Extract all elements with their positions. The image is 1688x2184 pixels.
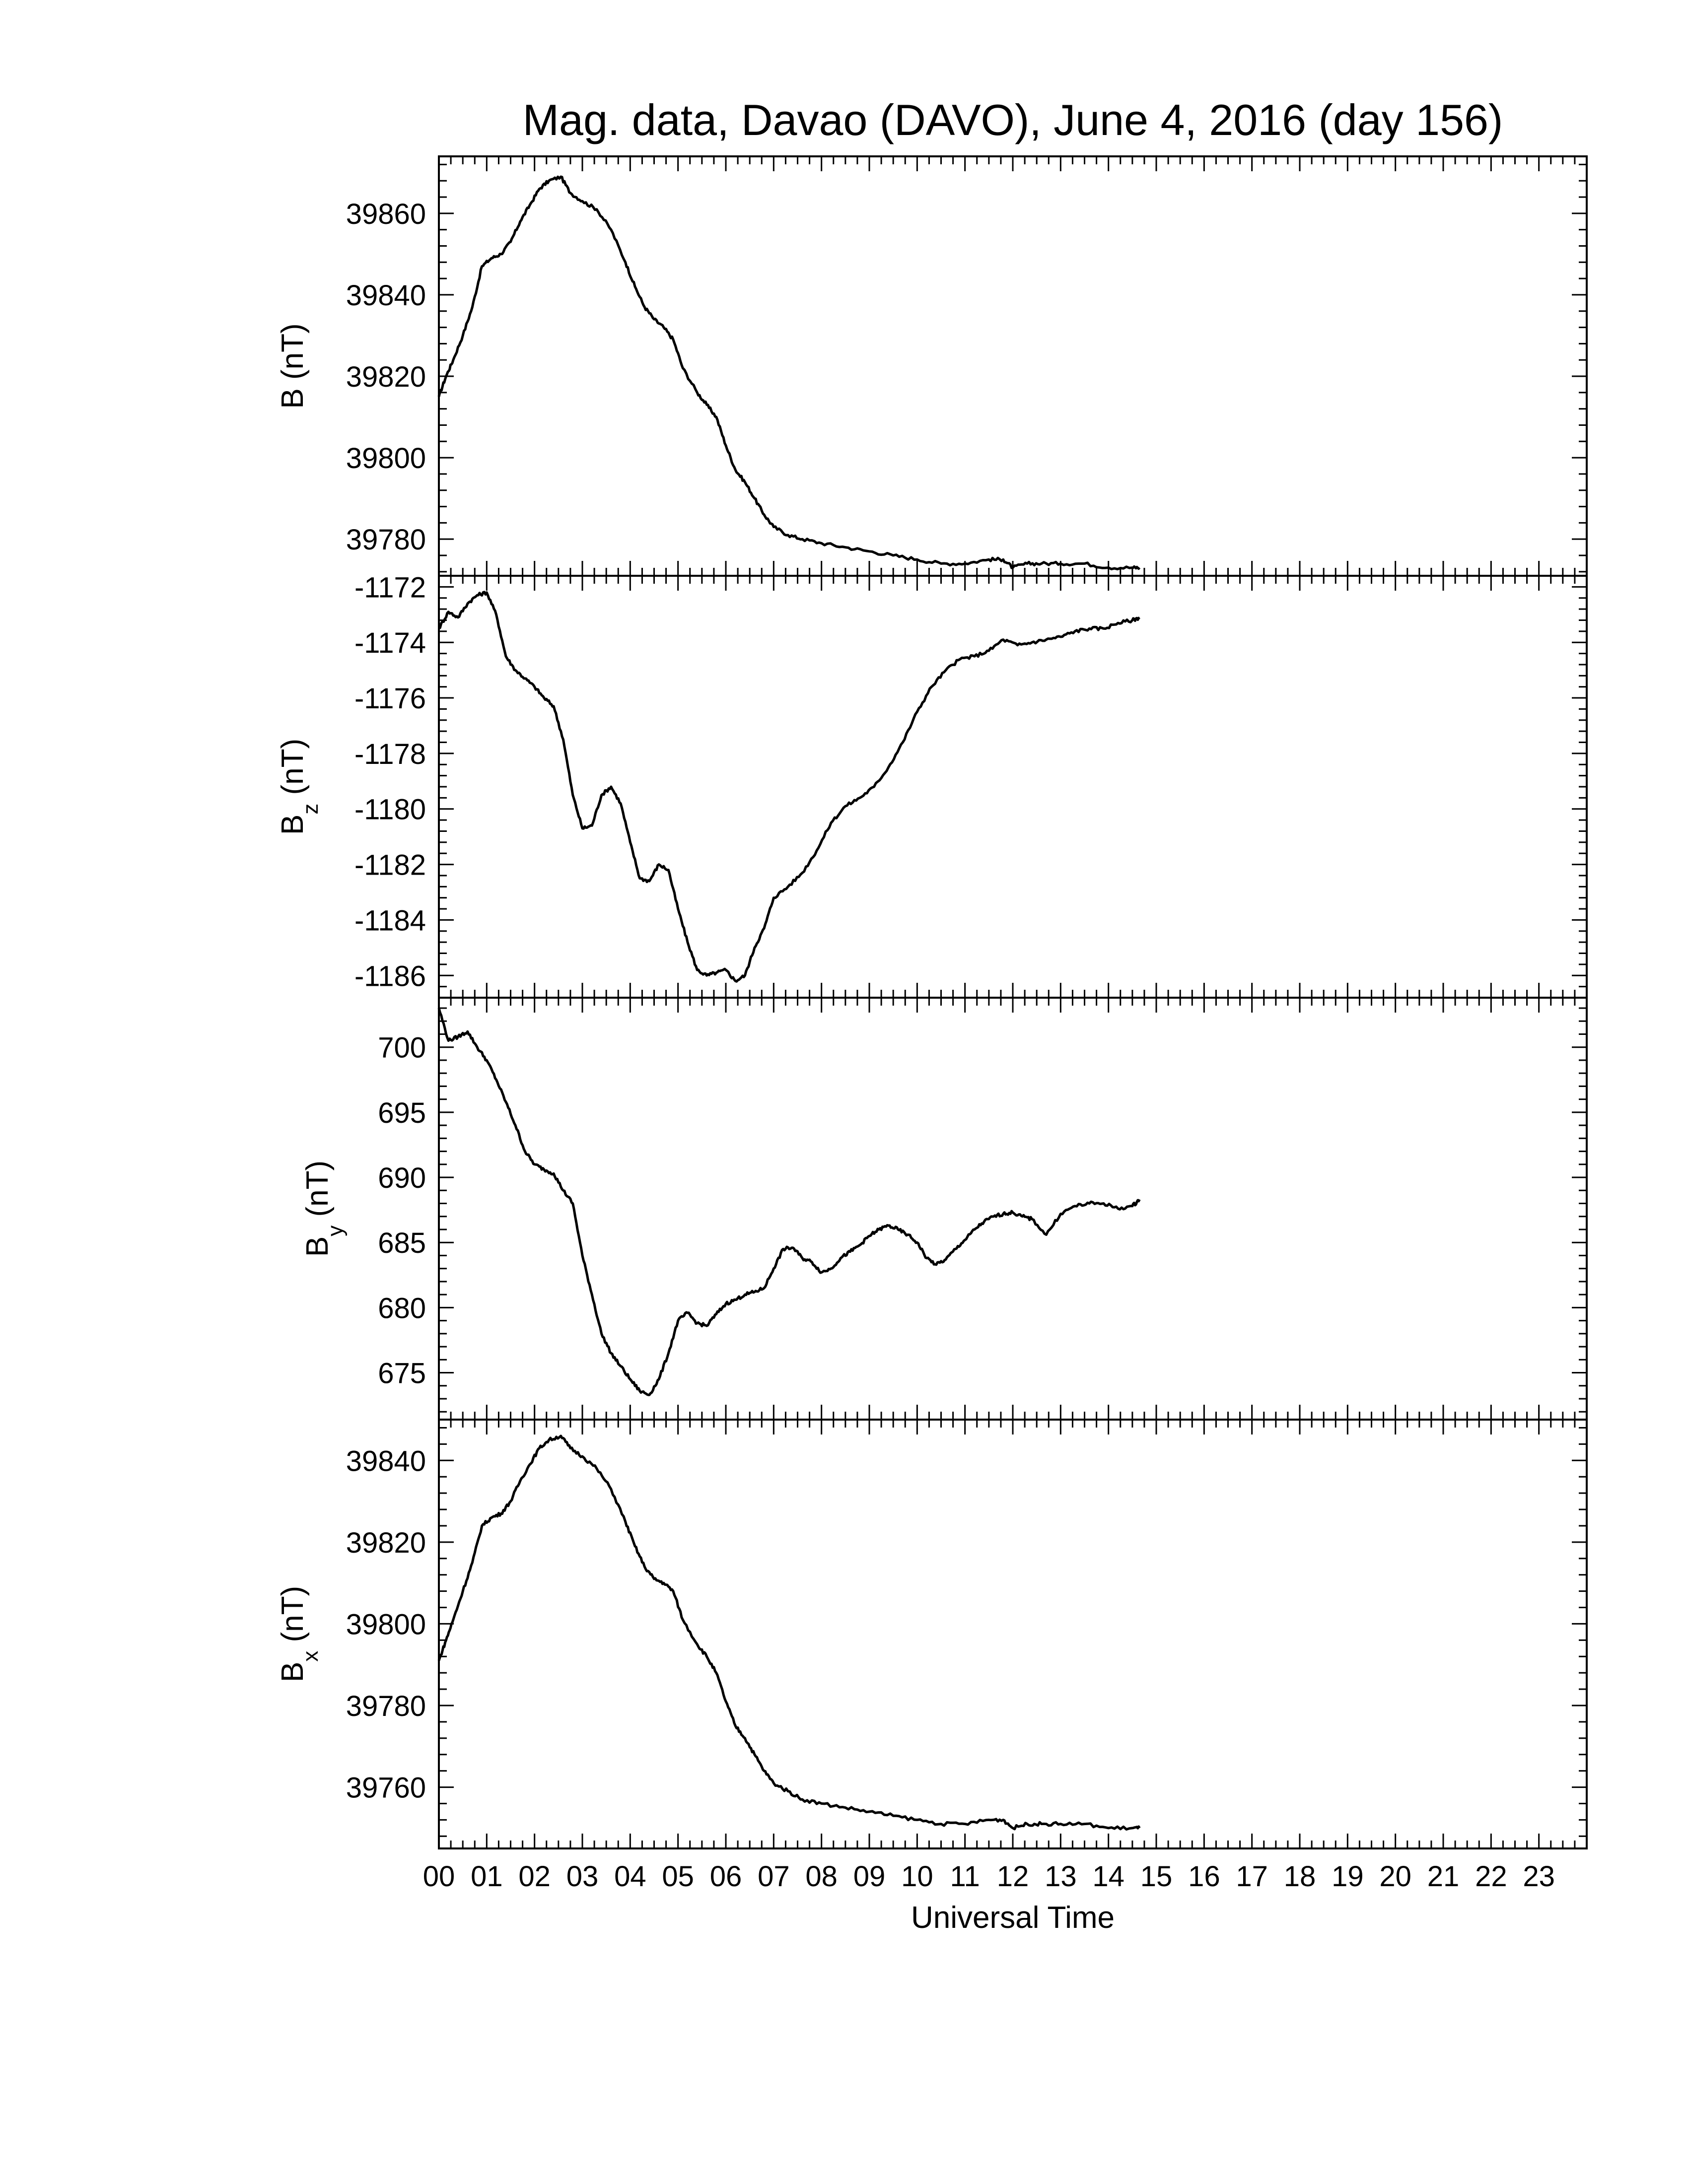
y-tick-label: 39780	[346, 524, 426, 556]
x-tick-label: 10	[901, 1860, 933, 1893]
y-tick-label: 675	[378, 1358, 426, 1390]
y-tick-label: 680	[378, 1292, 426, 1324]
ylabel-main: B	[276, 388, 310, 409]
x-tick-label: 00	[423, 1860, 455, 1893]
y-tick-label: -1182	[354, 849, 426, 882]
panel-by-frame	[438, 997, 1588, 1421]
y-tick-label: 39860	[346, 198, 426, 230]
panel-bx-ticks	[438, 1420, 1588, 1848]
panel-bz-trace	[438, 591, 1140, 983]
y-tick-label: -1172	[354, 571, 426, 604]
y-tick-label: -1176	[354, 682, 426, 715]
chart-title: Mag. data, Davao (DAVO), June 4, 2016 (d…	[523, 95, 1503, 144]
y-tick-label: 39800	[346, 1608, 426, 1640]
y-tick-label: 39780	[346, 1690, 426, 1722]
y-tick-label: 39840	[346, 1445, 426, 1477]
y-tick-label: 39820	[346, 1527, 426, 1559]
x-tick-label: 09	[853, 1860, 886, 1893]
y-tick-label: 39840	[346, 279, 426, 312]
ylabel-main: B	[276, 1662, 310, 1682]
y-tick-label: 39760	[346, 1772, 426, 1804]
panel-bx-frame	[438, 1419, 1588, 1849]
panel-bz-ylabel: Bz (nT)	[276, 739, 323, 835]
x-tick-label: 06	[710, 1860, 742, 1893]
panel-by-trace	[437, 1008, 1141, 1396]
y-tick-label: 695	[378, 1097, 426, 1129]
x-tick-label: 07	[758, 1860, 790, 1893]
ylabel-unit: (nT)	[300, 1160, 335, 1226]
panel-by-ticks	[438, 998, 1588, 1420]
x-tick-label: 02	[518, 1860, 551, 1893]
ylabel-unit: (nT)	[276, 739, 310, 804]
x-tick-label: 16	[1188, 1860, 1220, 1893]
y-tick-label: -1184	[354, 904, 426, 937]
x-tick-labels: 00 01 02 03 04 05 06 07 08 09 10 11 12 13 14 15 16 17 18 19…	[423, 1860, 1555, 1893]
panel-bz-y-tick-labels: -1186 -1184 -1182 -1180 -1178 -1176 -1174 -1172	[354, 571, 426, 992]
y-tick-label: 690	[378, 1162, 426, 1194]
ylabel-main: B	[276, 815, 310, 835]
panel-b-total-ylabel: B (nT)	[276, 323, 310, 409]
x-tick-label: 04	[614, 1860, 646, 1893]
ylabel-unit: (nT)	[276, 323, 310, 388]
x-tick-label: 13	[1045, 1860, 1077, 1893]
y-tick-label: 39820	[346, 361, 426, 393]
x-tick-label: 12	[997, 1860, 1029, 1893]
panel-by-y-tick-labels: 675 680 685 690 695 700	[378, 1032, 426, 1390]
panel-b-total-frame	[438, 155, 1588, 577]
ylabel-subscript: y	[323, 1226, 348, 1236]
x-tick-label: 15	[1140, 1860, 1173, 1893]
x-tick-label: 21	[1427, 1860, 1460, 1893]
x-axis-label: Universal Time	[911, 1901, 1115, 1935]
panel-by: 675 680 685 690 695 700 By (nT)	[300, 997, 1588, 1421]
ylabel-subscript: z	[298, 804, 323, 815]
ylabel-subscript: x	[298, 1651, 323, 1662]
panel-bx-trace	[437, 1434, 1141, 1831]
panel-b-total-ticks	[438, 156, 1588, 576]
panel-b-total-y-tick-labels: 39780 39800 39820 39840 39860	[346, 198, 426, 556]
panel-by-ylabel: By (nT)	[300, 1160, 348, 1257]
x-tick-label: 20	[1379, 1860, 1411, 1893]
x-tick-label: 03	[566, 1860, 599, 1893]
x-tick-label: 17	[1236, 1860, 1268, 1893]
y-tick-label: -1180	[354, 794, 426, 826]
panel-bx: 39760 39780 39800 39820 39840 Bx (nT)	[276, 1419, 1588, 1849]
panel-b-total: 39780 39800 39820 39840 39860 B (nT)	[276, 155, 1588, 577]
panel-b-total-trace	[437, 175, 1141, 571]
x-tick-label: 19	[1332, 1860, 1364, 1893]
x-tick-label: 05	[662, 1860, 694, 1893]
panel-bx-y-tick-labels: 39760 39780 39800 39820 39840	[346, 1445, 426, 1804]
y-tick-label: -1186	[354, 960, 426, 992]
panel-bx-ylabel: Bx (nT)	[276, 1586, 323, 1682]
x-tick-label: 23	[1523, 1860, 1555, 1893]
y-tick-label: -1178	[354, 738, 426, 770]
x-tick-label: 18	[1284, 1860, 1316, 1893]
y-tick-label: 39800	[346, 442, 426, 475]
x-tick-label: 01	[471, 1860, 503, 1893]
x-tick-label: 14	[1092, 1860, 1125, 1893]
x-tick-label: 11	[950, 1860, 980, 1893]
y-tick-label: -1174	[354, 627, 426, 659]
panel-bz: -1186 -1184 -1182 -1180 -1178 -1176 -1174 -1172…	[276, 571, 1588, 999]
x-tick-label: 08	[805, 1860, 838, 1893]
ylabel-unit: (nT)	[276, 1586, 310, 1651]
ylabel-main: B	[300, 1236, 335, 1257]
y-tick-label: 685	[378, 1227, 426, 1259]
y-tick-label: 700	[378, 1032, 426, 1064]
x-tick-label: 22	[1475, 1860, 1507, 1893]
